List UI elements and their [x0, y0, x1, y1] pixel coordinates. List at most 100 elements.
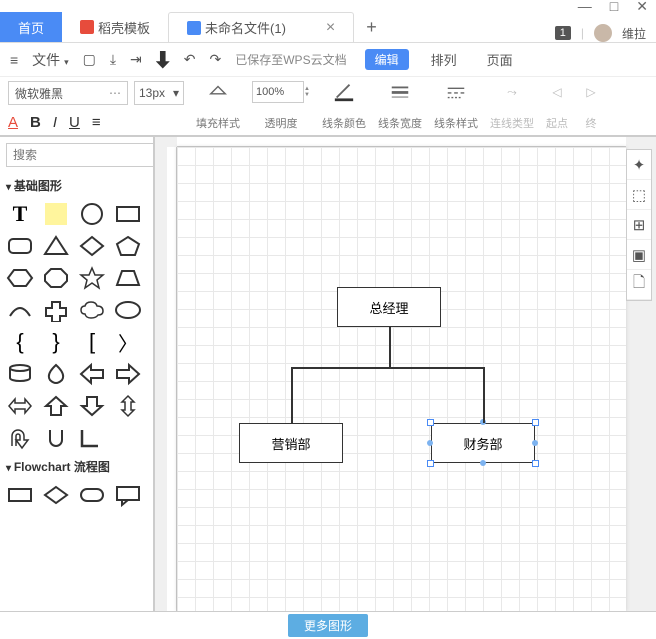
- node-gm[interactable]: 总经理: [337, 287, 441, 327]
- line-color-icon[interactable]: [333, 81, 355, 103]
- conn-type-icon[interactable]: ⤳: [501, 81, 523, 103]
- main-toolbar: ≡ 文件 ▾ ▢ ⤓ ⇥ ↶ ↷ 已保存至WPS云文档 编辑 排列 页面: [0, 43, 656, 77]
- menu-icon[interactable]: ≡: [10, 52, 18, 68]
- shape-fc-decision[interactable]: [40, 481, 72, 509]
- shape-brace-l[interactable]: {: [4, 328, 36, 356]
- shape-note[interactable]: [40, 200, 72, 228]
- format-painter-icon[interactable]: [156, 51, 170, 69]
- shape-fc-callout[interactable]: [112, 481, 144, 509]
- shape-star[interactable]: [76, 264, 108, 292]
- tool-ruler[interactable]: ⊞: [627, 210, 651, 240]
- export-icon[interactable]: ⇥: [130, 51, 142, 68]
- save-status: 已保存至WPS云文档: [235, 51, 346, 68]
- underline-button[interactable]: U: [69, 114, 80, 131]
- tool-page[interactable]: 🗋: [627, 270, 651, 300]
- shape-octagon[interactable]: [40, 264, 72, 292]
- search-input[interactable]: [6, 143, 155, 167]
- shape-pentagon[interactable]: [112, 232, 144, 260]
- shape-ellipse[interactable]: [112, 296, 144, 324]
- ruler-horizontal: [177, 137, 626, 147]
- shape-plus[interactable]: [40, 296, 72, 324]
- shape-arrow-lr[interactable]: [4, 392, 36, 420]
- window-min-button[interactable]: —: [578, 0, 592, 15]
- file-menu[interactable]: 文件 ▾: [32, 50, 68, 70]
- shape-arrow-down[interactable]: [76, 392, 108, 420]
- canvas-area: 总经理营销部 财务部 ✦ ⬚ ⊞ ▣ 🗋: [155, 137, 656, 611]
- undo-button[interactable]: ↶: [184, 51, 196, 68]
- shape-cylinder[interactable]: [4, 360, 36, 388]
- more-shapes-button[interactable]: 更多图形: [288, 614, 368, 637]
- node-finance[interactable]: 财务部: [431, 423, 535, 463]
- ruler-vertical: [167, 147, 177, 611]
- shape-uturn2[interactable]: [40, 424, 72, 452]
- shape-fc-terminator[interactable]: [76, 481, 108, 509]
- fill-icon[interactable]: [207, 81, 229, 103]
- end-icon[interactable]: ▷: [580, 81, 602, 103]
- titlebar: — □ ✕: [0, 0, 656, 9]
- shape-trapezoid[interactable]: [112, 264, 144, 292]
- align-button[interactable]: ≡: [92, 114, 101, 131]
- tab-home[interactable]: 首页: [0, 12, 62, 42]
- shape-arrow-ud[interactable]: [112, 392, 144, 420]
- tab-bar: 首页 稻壳模板 未命名文件(1)× + 1 | 维拉: [0, 9, 656, 43]
- notification-badge[interactable]: 1: [555, 26, 571, 40]
- node-sales[interactable]: 营销部: [239, 423, 343, 463]
- shape-arrow-left[interactable]: [76, 360, 108, 388]
- shape-diamond[interactable]: [76, 232, 108, 260]
- line-width-icon[interactable]: [389, 81, 411, 103]
- format-toolbar: 微软雅黑⋯ 13px▾ A B I U ≡ 填充样式 100%▲▼ 透明度 线条…: [0, 77, 656, 137]
- shape-sidebar: 🔍 基础图形 T { } [ 〉: [0, 137, 155, 611]
- shape-arrow-up[interactable]: [40, 392, 72, 420]
- window-close-button[interactable]: ✕: [636, 0, 648, 15]
- new-tab-button[interactable]: +: [354, 12, 389, 42]
- shape-bracket-l[interactable]: [: [76, 328, 108, 356]
- avatar[interactable]: [594, 24, 612, 42]
- zoom-select[interactable]: 100%: [252, 81, 304, 103]
- shape-uturn[interactable]: [4, 424, 36, 452]
- shape-corner[interactable]: [76, 424, 108, 452]
- redo-button[interactable]: ↷: [210, 51, 222, 68]
- shape-triangle[interactable]: [40, 232, 72, 260]
- window-max-button[interactable]: □: [610, 0, 618, 15]
- tool-outline[interactable]: ⬚: [627, 180, 651, 210]
- arrange-menu[interactable]: 排列: [423, 50, 465, 69]
- file-icon: [187, 21, 201, 35]
- shape-arc[interactable]: [4, 296, 36, 324]
- palette-flowchart: [0, 479, 153, 511]
- shape-fc-process[interactable]: [4, 481, 36, 509]
- shape-drop[interactable]: [40, 360, 72, 388]
- shape-text[interactable]: T: [4, 200, 36, 228]
- shape-angle[interactable]: 〉: [112, 328, 144, 356]
- close-tab-button[interactable]: ×: [326, 19, 335, 37]
- download-icon[interactable]: ⤓: [110, 51, 116, 68]
- tool-navigator[interactable]: ✦: [627, 150, 651, 180]
- line-style-icon[interactable]: [445, 81, 467, 103]
- shape-brace-r[interactable]: }: [40, 328, 72, 356]
- canvas[interactable]: 总经理营销部 财务部: [177, 147, 626, 611]
- shape-arrow-right[interactable]: [112, 360, 144, 388]
- zoom-down[interactable]: ▼: [304, 92, 310, 98]
- line-style-label: 线条样式: [434, 115, 478, 131]
- open-icon[interactable]: ▢: [83, 51, 96, 68]
- tab-document[interactable]: 未命名文件(1)×: [168, 12, 354, 42]
- font-select[interactable]: 微软雅黑⋯: [8, 81, 128, 105]
- start-label: 起点: [546, 115, 568, 131]
- font-color-button[interactable]: A: [8, 114, 18, 131]
- start-icon[interactable]: ◁: [546, 81, 568, 103]
- font-size-select[interactable]: 13px▾: [134, 81, 184, 105]
- shape-circle[interactable]: [76, 200, 108, 228]
- italic-button[interactable]: I: [53, 114, 57, 131]
- tab-templates[interactable]: 稻壳模板: [62, 12, 168, 42]
- page-menu[interactable]: 页面: [479, 50, 521, 69]
- shape-cloud[interactable]: [76, 296, 108, 324]
- shape-roundrect[interactable]: [4, 232, 36, 260]
- end-label: 终: [585, 115, 596, 131]
- line-width-label: 线条宽度: [378, 115, 422, 131]
- tool-layers[interactable]: ▣: [627, 240, 651, 270]
- shape-hexagon[interactable]: [4, 264, 36, 292]
- bold-button[interactable]: B: [30, 114, 41, 131]
- shape-rect[interactable]: [112, 200, 144, 228]
- palette-basic-header[interactable]: 基础图形: [0, 173, 153, 198]
- edit-mode-button[interactable]: 编辑: [365, 49, 409, 70]
- palette-flowchart-header[interactable]: Flowchart 流程图: [0, 454, 153, 479]
